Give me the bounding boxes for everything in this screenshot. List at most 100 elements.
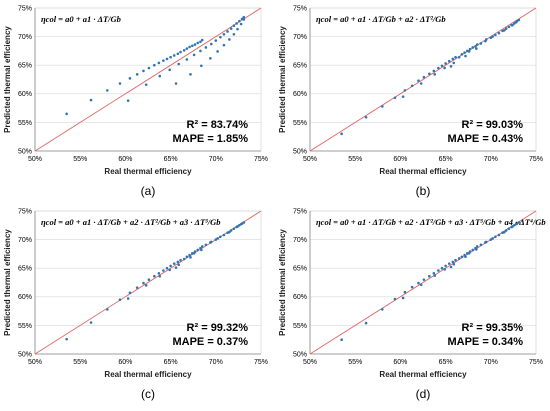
data-point xyxy=(65,112,68,116)
data-point xyxy=(474,45,477,48)
data-point xyxy=(491,237,494,240)
data-point xyxy=(193,250,197,253)
model-equation: ηcol = a0 + a1 · ΔT/Gb xyxy=(41,14,121,24)
data-point xyxy=(238,19,241,23)
mape-label: MAPE = 0.34% xyxy=(447,336,523,348)
data-point xyxy=(452,262,456,266)
data-point xyxy=(179,50,182,54)
x-axis-title: Real thermal efficiency xyxy=(379,167,467,176)
data-point xyxy=(468,250,472,253)
data-point xyxy=(403,290,407,294)
data-point xyxy=(185,47,189,50)
r-squared-label: R² = 99.03% xyxy=(462,119,524,131)
data-point xyxy=(419,283,423,287)
x-tick-label: 75% xyxy=(254,359,268,366)
data-point xyxy=(364,115,368,119)
y-tick-label: 70% xyxy=(18,237,32,244)
mape-label: MAPE = 1.85% xyxy=(172,133,248,145)
data-point xyxy=(168,268,171,272)
data-point xyxy=(242,15,246,19)
model-equation: ηcol = a0 + a1 · ΔT/Gb + a2 · ΔT²/Gb + a… xyxy=(316,217,546,227)
data-point xyxy=(219,35,222,39)
data-point xyxy=(190,252,194,255)
data-point xyxy=(128,77,132,80)
y-tick-label: 65% xyxy=(18,266,32,273)
data-point xyxy=(517,221,521,224)
data-point xyxy=(65,337,68,341)
data-point xyxy=(507,25,511,29)
data-point xyxy=(417,79,420,82)
data-point xyxy=(204,46,208,49)
data-point xyxy=(460,255,464,259)
data-point xyxy=(471,46,475,49)
x-tick-label: 65% xyxy=(164,156,178,163)
panel-2: 50% 55% 60% 65% 70% 75% 50% 55% 60% 65% 70% 75% ηcol… xyxy=(3,208,268,401)
data-point xyxy=(432,272,436,275)
r-squared-label: R² = 99.35% xyxy=(462,322,524,334)
data-point xyxy=(467,50,471,53)
x-tick-label: 50% xyxy=(303,156,317,163)
data-point xyxy=(216,237,219,240)
data-point xyxy=(464,54,467,58)
data-point xyxy=(232,227,236,231)
x-tick-label: 75% xyxy=(254,156,268,163)
x-tick-label: 65% xyxy=(164,359,178,366)
data-point xyxy=(199,40,202,44)
data-point xyxy=(153,63,156,67)
data-point xyxy=(106,308,109,311)
data-point xyxy=(200,64,203,68)
x-tick-label: 65% xyxy=(439,156,453,163)
data-point xyxy=(229,27,233,30)
data-point xyxy=(189,73,192,76)
data-point xyxy=(401,296,405,300)
x-axis-title: Real thermal efficiency xyxy=(104,167,192,176)
y-tick-label: 50% xyxy=(293,351,307,358)
data-point xyxy=(126,99,130,102)
y-axis-title: Predicted thermal efficiency xyxy=(278,26,287,133)
identity-line xyxy=(34,7,262,152)
data-point xyxy=(242,18,246,21)
panel-label: (d) xyxy=(416,387,431,401)
data-point xyxy=(228,38,231,41)
data-point xyxy=(443,66,446,70)
x-tick-label: 50% xyxy=(303,359,317,366)
data-point xyxy=(494,235,497,239)
data-point xyxy=(128,291,132,295)
data-point xyxy=(465,252,469,255)
data-point xyxy=(162,59,165,62)
data-point xyxy=(393,297,397,301)
data-point xyxy=(451,260,455,264)
panel-3: 50% 55% 60% 65% 70% 75% 50% 55% 60% 65% 70% 75% ηcol… xyxy=(278,208,546,401)
data-point xyxy=(440,64,444,68)
data-point xyxy=(422,75,426,79)
data-point xyxy=(504,27,508,30)
data-point xyxy=(475,43,479,46)
data-point xyxy=(168,68,171,72)
y-tick-label: 60% xyxy=(293,294,307,301)
data-point xyxy=(494,33,497,37)
data-point xyxy=(444,62,447,65)
data-point xyxy=(475,248,478,251)
x-axis-title: Real thermal efficiency xyxy=(379,370,467,379)
data-point xyxy=(188,45,191,49)
data-point xyxy=(209,42,213,46)
data-point xyxy=(118,298,122,301)
data-point xyxy=(447,262,451,265)
data-point xyxy=(464,255,467,259)
y-tick-label: 60% xyxy=(293,91,307,98)
data-point xyxy=(172,54,176,57)
y-tick-label: 50% xyxy=(18,148,32,155)
data-point xyxy=(209,240,213,244)
y-tick-label: 75% xyxy=(293,5,307,12)
data-point xyxy=(196,41,200,45)
data-point xyxy=(199,49,202,53)
data-point xyxy=(452,61,456,65)
data-point xyxy=(503,29,506,32)
data-point xyxy=(182,49,186,52)
data-point xyxy=(219,235,222,239)
x-tick-label: 60% xyxy=(118,156,132,163)
data-point xyxy=(182,257,186,261)
data-point xyxy=(235,22,238,25)
data-point xyxy=(169,55,172,59)
data-point xyxy=(165,57,169,61)
